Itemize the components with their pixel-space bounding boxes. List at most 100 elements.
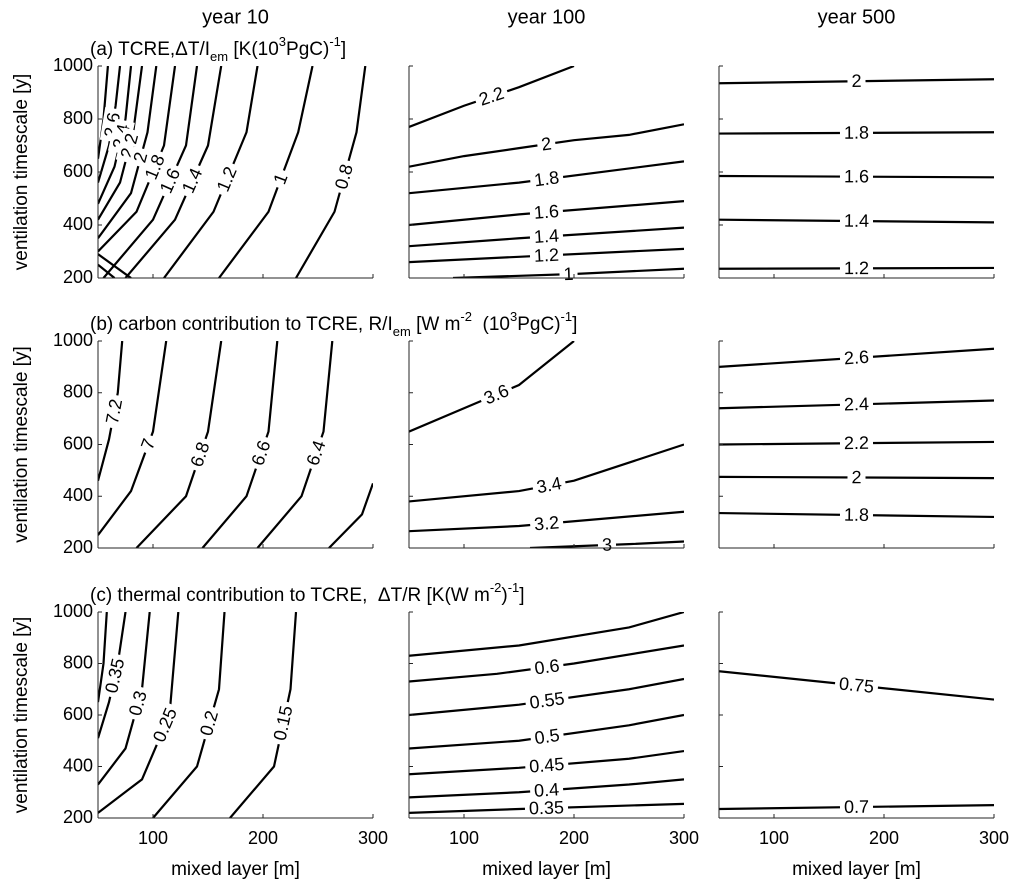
row-title-part: PgC) — [286, 39, 329, 60]
contour-label: 0.25 — [149, 705, 181, 745]
contour-label-group: 0.35 — [524, 797, 569, 819]
contour-label: 1.8 — [533, 167, 560, 190]
label-background — [185, 435, 215, 474]
contour-label: 0.35 — [101, 656, 128, 695]
label-background — [839, 258, 874, 279]
contour-line — [98, 263, 116, 278]
row-title-part: ] — [572, 314, 577, 335]
label-background — [839, 122, 874, 143]
label-background — [839, 433, 874, 454]
contour-labels: 7.2 7 6.8 6.6 6.4 — [101, 393, 331, 474]
row-title-part: -1 — [329, 34, 341, 49]
x-tick-label: 300 — [358, 828, 388, 848]
contour-label: 2.6 — [843, 347, 869, 369]
contour-line — [409, 612, 684, 657]
contour-line — [529, 540, 684, 548]
x-tick-label: 300 — [669, 828, 699, 848]
contour-label: 1.2 — [534, 245, 560, 266]
label-background — [839, 210, 874, 232]
row-title-part: 3 — [510, 309, 517, 324]
y-tick-label: 1000 — [53, 330, 93, 350]
contour-labels: 2.62.42.221.81.61.4 1.2 1 0.8 — [99, 107, 359, 201]
contour-label-group: 3.6 — [477, 378, 516, 411]
label-background — [101, 393, 128, 430]
y-tick-label: 800 — [63, 652, 93, 672]
x-axis-label: mixed layer [m] — [171, 859, 300, 880]
row-title-part: em — [210, 49, 228, 64]
contour-label-group: 6.4 — [301, 434, 331, 472]
contour-labels: 0.6 0.55 0.5 0.450.40.35 — [524, 655, 570, 819]
label-background — [477, 378, 516, 411]
y-tick-label: 400 — [63, 485, 93, 505]
contour-label-group: 2.2 — [472, 81, 511, 112]
row-title-part: ΔT/I — [175, 39, 210, 60]
row-title-part: -2 — [460, 309, 472, 324]
row-title-part: -2 — [490, 580, 502, 595]
contour-label-group: 1.8 — [839, 122, 874, 143]
y-tick-label: 800 — [63, 108, 93, 128]
contour-label-group: 7 — [135, 432, 161, 457]
row-title-part: PgC) — [517, 314, 560, 335]
row-title-part: [K(10 — [228, 39, 279, 60]
y-tick-label: 200 — [63, 267, 93, 287]
contour-label: 0.75 — [838, 673, 875, 696]
y-tick-label: 400 — [63, 214, 93, 234]
row-title-part: 3 — [279, 34, 286, 49]
contour-label: 0.15 — [270, 704, 297, 742]
label-background — [834, 673, 879, 698]
contour-label-group: 1.8 — [839, 505, 874, 526]
contour-label-group: 1 — [559, 264, 578, 285]
y-axis-label: ventilation timescale [y] — [11, 346, 32, 542]
row-title-part: ] — [341, 39, 346, 60]
contour-label-group: 0.5 — [529, 724, 565, 750]
label-background — [524, 797, 569, 819]
contour-label-group: 3.2 — [529, 512, 564, 536]
label-background — [535, 133, 557, 156]
contour-line — [409, 247, 684, 264]
contour-label-group: 1.8 — [529, 167, 565, 192]
contour-line — [409, 749, 684, 776]
x-tick-label: 100 — [449, 828, 479, 848]
y-tick-label: 600 — [63, 161, 93, 181]
contour-line — [98, 612, 108, 703]
label-background — [529, 167, 565, 192]
y-tick-label: 600 — [63, 704, 93, 724]
row-title-part: (a) TCRE, — [90, 39, 175, 60]
contour-line — [409, 677, 684, 717]
label-background — [268, 167, 294, 191]
contour-line — [409, 802, 684, 814]
column-title: year 100 — [508, 6, 586, 28]
label-background — [154, 161, 187, 201]
contour-label: 0.35 — [529, 797, 565, 818]
label-background — [529, 512, 564, 536]
label-background — [839, 393, 874, 415]
contour-label-group: 0.15 — [268, 699, 298, 747]
label-background — [124, 684, 153, 722]
contour-label-group: 0.7 — [839, 797, 874, 818]
row-title-part: (c) thermal contribution to TCRE, ΔT/R [… — [90, 585, 490, 606]
y-tick-label: 200 — [63, 537, 93, 557]
row-title-part: ] — [519, 585, 524, 606]
contour-label: 0.6 — [533, 655, 560, 678]
contour-line — [409, 778, 684, 799]
row-title: (c) thermal contribution to TCRE, ΔT/R [… — [90, 580, 525, 606]
contour-label-group: 0.6 — [529, 655, 565, 680]
label-background — [211, 160, 243, 199]
label-background — [529, 655, 565, 680]
y-tick-label: 800 — [63, 382, 93, 402]
contour-labels: 3.6 3.4 3.2 3 — [477, 378, 617, 556]
contour-label-group: 2.2 — [839, 433, 874, 454]
x-axis-label: mixed layer [m] — [792, 859, 921, 880]
label-background — [529, 225, 564, 248]
label-background — [847, 467, 866, 488]
contour-label-group: 0.4 — [529, 779, 564, 802]
label-background — [529, 244, 564, 267]
contour-label: 2.4 — [844, 394, 870, 415]
contour-label: 0.45 — [528, 754, 565, 777]
label-background — [246, 434, 276, 472]
label-background — [472, 81, 511, 112]
contour-label-group: 0.55 — [524, 687, 570, 714]
contour-label-group: 0.2 — [195, 704, 224, 742]
y-tick-label: 1000 — [53, 55, 93, 75]
